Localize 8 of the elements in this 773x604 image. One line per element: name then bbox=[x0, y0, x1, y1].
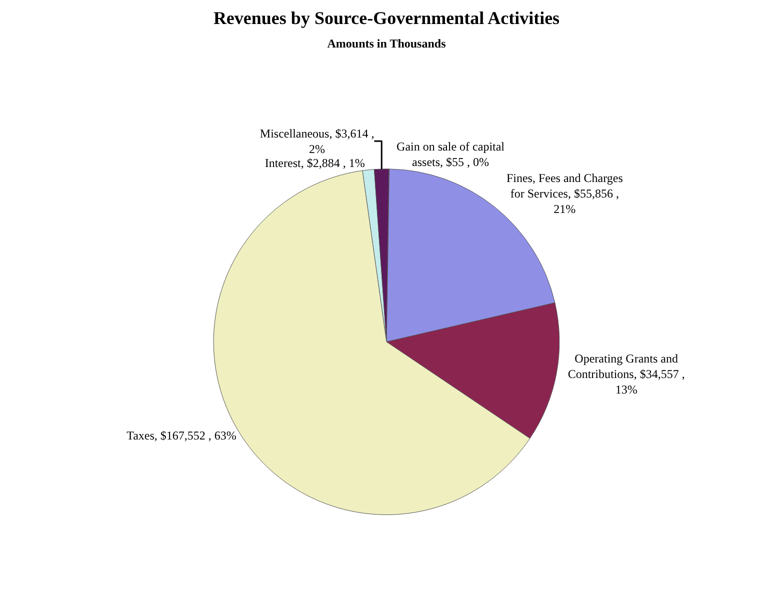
slice-label: Interest, $2,884 , 1% bbox=[264, 156, 365, 170]
slice-label: Operating Grants and Contributions, $34,557 , 13% bbox=[568, 351, 685, 397]
slice-label: Fines, Fees and Charges for Services, $55,856 , 21% bbox=[506, 171, 624, 216]
slice-label: Miscellaneous, $3,614 , 2% bbox=[260, 126, 374, 156]
slice-label: Gain on sale of capital assets, $55 , 0% bbox=[396, 139, 506, 169]
chart-title: Revenues by Source-Governmental Activities bbox=[213, 8, 560, 28]
slice-label: Taxes, $167,552 , 63% bbox=[126, 428, 236, 442]
chart-subtitle: Amounts in Thousands bbox=[327, 36, 446, 51]
